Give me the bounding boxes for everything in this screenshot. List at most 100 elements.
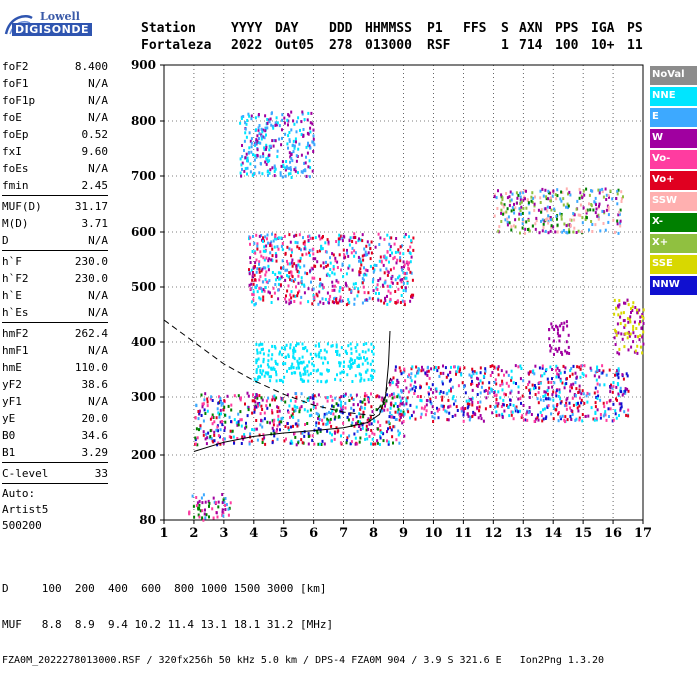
echo-point: [581, 419, 584, 423]
echo-point: [557, 328, 559, 332]
echo-point: [344, 406, 347, 410]
echo-point: [632, 340, 635, 344]
echo-point: [211, 399, 214, 402]
echo-point: [544, 417, 547, 420]
echo-point: [276, 405, 279, 409]
echo-point: [400, 294, 403, 297]
echo-point: [544, 229, 547, 233]
echo-point: [619, 406, 622, 410]
header-value-4: 013000: [365, 38, 412, 53]
echo-point: [369, 264, 372, 268]
echo-point: [265, 162, 268, 166]
echo-point: [305, 145, 308, 149]
echo-point: [319, 372, 322, 376]
echo-point: [566, 396, 569, 400]
echo-point: [477, 377, 480, 381]
echo-point: [306, 144, 309, 147]
echo-point: [221, 423, 224, 427]
echo-point: [578, 365, 581, 369]
echo-point: [422, 368, 425, 372]
echo-point: [401, 299, 404, 303]
echo-point: [620, 332, 623, 336]
echo-point: [549, 216, 552, 220]
echo-point: [298, 270, 300, 274]
echo-point: [588, 193, 591, 197]
echo-point: [377, 279, 380, 282]
echo-point: [271, 166, 274, 170]
echo-point: [631, 305, 634, 309]
echo-point: [241, 155, 244, 159]
echo-point: [514, 218, 517, 222]
echo-point: [284, 166, 287, 170]
echo-point: [220, 412, 222, 416]
echo-point: [229, 429, 232, 433]
header-label-6: FFS: [463, 21, 487, 36]
echo-point: [497, 229, 500, 233]
echo-point: [542, 408, 544, 412]
echo-point: [256, 358, 259, 362]
echo-point: [274, 252, 277, 256]
param-row: B1 3.29: [2, 444, 108, 461]
echo-point: [391, 435, 394, 439]
echo-point: [488, 386, 491, 390]
echo-point: [639, 315, 642, 319]
echo-point: [397, 250, 400, 254]
echo-point: [628, 334, 631, 338]
param-name: h`F: [2, 255, 22, 268]
echo-point: [296, 342, 299, 346]
echo-point: [213, 439, 216, 443]
echo-point: [278, 277, 280, 281]
echo-point: [563, 321, 566, 325]
echo-point: [409, 245, 412, 249]
echo-point: [357, 403, 359, 407]
param-value: 110.0: [74, 361, 108, 374]
echo-point: [475, 371, 478, 375]
param-value: 38.6: [81, 378, 109, 391]
echo-point: [308, 234, 311, 238]
echo-point: [389, 284, 392, 288]
echo-point: [555, 215, 558, 218]
echo-point: [277, 247, 280, 251]
echo-point: [204, 412, 207, 415]
echo-point: [598, 383, 601, 387]
echo-point: [612, 218, 615, 222]
echo-point: [219, 435, 221, 439]
echo-point: [380, 299, 383, 303]
echo-point: [213, 430, 216, 434]
echo-point: [617, 231, 620, 235]
echo-point: [304, 169, 307, 173]
header-label-0: Station: [141, 21, 196, 36]
echo-point: [639, 334, 642, 338]
echo-point: [290, 157, 293, 160]
echo-point: [389, 297, 392, 301]
echo-point: [350, 363, 352, 367]
echo-point: [506, 220, 509, 224]
echo-point: [362, 410, 365, 414]
echo-point: [637, 335, 639, 339]
echo-point: [365, 394, 368, 398]
echo-point: [347, 418, 350, 422]
echo-point: [410, 414, 413, 418]
echo-point: [533, 372, 536, 376]
echo-point: [270, 301, 273, 304]
echo-point: [253, 273, 256, 277]
echo-point: [394, 410, 397, 414]
echo-point: [508, 221, 511, 225]
echo-point: [329, 394, 332, 398]
echo-point: [389, 383, 392, 387]
echo-point: [350, 365, 353, 369]
echo-point: [290, 371, 293, 375]
echo-point: [341, 286, 344, 290]
echo-point: [280, 378, 283, 382]
echo-point: [341, 239, 344, 243]
echo-point: [349, 413, 352, 417]
echo-point: [549, 199, 552, 203]
echo-point: [627, 414, 630, 418]
echo-point: [378, 259, 381, 263]
echo-point: [476, 376, 478, 380]
echo-point: [299, 259, 302, 263]
echo-point: [256, 134, 259, 138]
echo-point: [546, 405, 549, 409]
echo-point: [367, 348, 370, 352]
echo-point: [349, 442, 352, 446]
